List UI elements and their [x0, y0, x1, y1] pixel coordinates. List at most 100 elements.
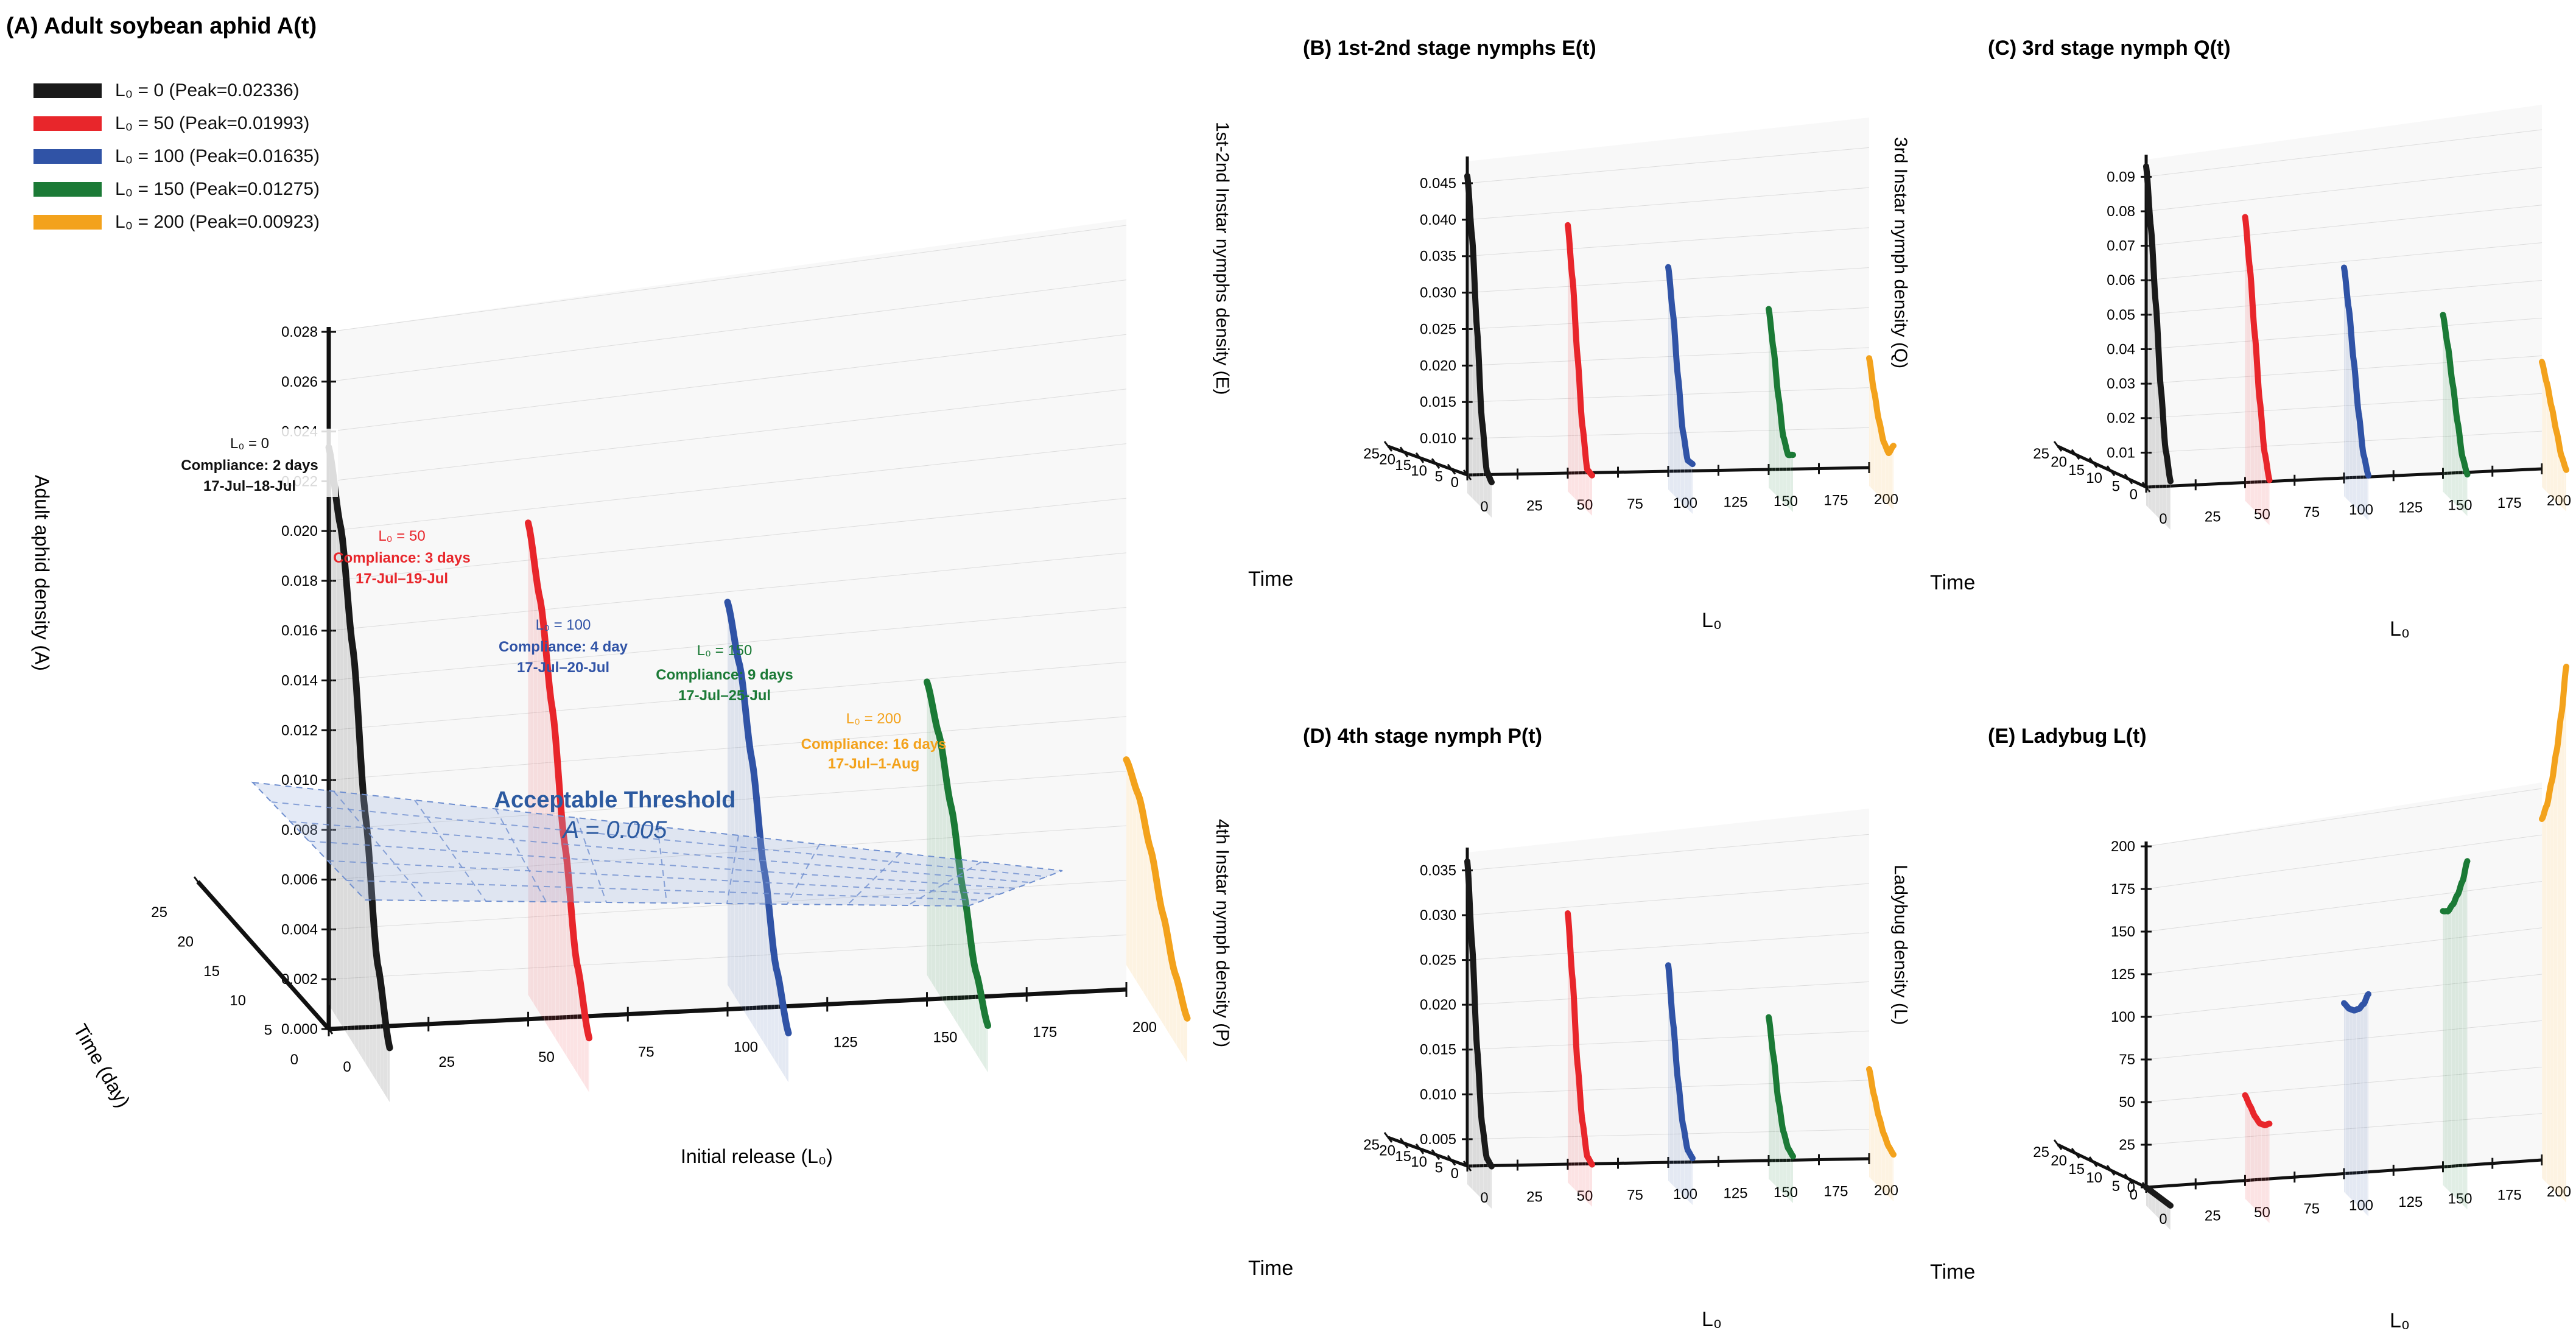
- z-tick-label: 0.028: [281, 324, 318, 340]
- panel-e-plot: 0255075100125150175200025507510012515017…: [2033, 664, 2571, 1230]
- t-tick-label: 20: [2051, 1153, 2067, 1169]
- legend-label: L₀ = 100 (Peak=0.01635): [115, 146, 320, 166]
- legend-swatch: [33, 149, 102, 164]
- z-tick-label: 0.016: [281, 623, 318, 639]
- t-tick-label: 15: [1395, 457, 1411, 474]
- z-tick-label: 75: [2119, 1052, 2135, 1068]
- series-line-l0-150: [1766, 1014, 1796, 1160]
- t-tick: [2053, 441, 2063, 452]
- grid-line: [328, 552, 1127, 631]
- series-curtain-hatch: [1769, 1017, 1793, 1203]
- grid-line: [1467, 147, 1870, 184]
- annotation-l0-150-compliance: Compliance: 9 days: [656, 667, 793, 683]
- series-line-l0-50: [2242, 214, 2273, 483]
- z-tick-label: 0.010: [1420, 430, 1456, 447]
- z-tick-label: 0.06: [2107, 272, 2135, 289]
- z-tick-label: 0.03: [2107, 376, 2135, 392]
- series-curtain-hatch: [2542, 667, 2566, 1203]
- x-tick-label: 0: [343, 1059, 351, 1075]
- z-tick-label: 50: [2119, 1094, 2135, 1111]
- t-tick: [193, 876, 203, 887]
- t-tick: [2088, 1156, 2098, 1167]
- annotation-l0-200-compliance: Compliance: 16 days: [801, 736, 947, 753]
- panel-a-title: (A) Adult soybean aphid A(t): [6, 13, 317, 39]
- t-tick-label: 10: [2086, 1170, 2102, 1186]
- t-tick-label: 5: [1435, 469, 1443, 485]
- z-tick-label: 0.045: [1420, 175, 1456, 192]
- z-tick-label: 0.04: [2107, 341, 2135, 357]
- z-tick-label: 0.008: [281, 822, 318, 838]
- panel-b-title: (B) 1st-2nd stage nymphs E(t): [1303, 37, 1596, 60]
- annotation-l0-50-dates: 17-Jul–19-Jul: [356, 571, 448, 587]
- threshold-grid-line: [576, 817, 607, 903]
- t-tick: [245, 935, 255, 946]
- grid-line: [1467, 227, 1870, 257]
- series-line-l0-0: [325, 444, 393, 1052]
- x-tick-label: 125: [834, 1034, 858, 1050]
- z-tick-label: 0.010: [1420, 1086, 1456, 1103]
- t-tick-label: 5: [2112, 479, 2120, 495]
- legend-swatch: [33, 83, 102, 98]
- x-tick-label: 175: [1033, 1024, 1057, 1041]
- z-tick-label: 0.05: [2107, 307, 2135, 323]
- t-tick-label: 15: [2068, 462, 2085, 479]
- z-tick-label: 0.005: [1420, 1131, 1456, 1148]
- series-line-l0-200: [2539, 664, 2569, 822]
- grid-line: [328, 225, 1127, 332]
- panel-d-xlabel: L₀: [1702, 1308, 1722, 1331]
- threshold-grid-line: [847, 852, 901, 905]
- t-axis: [2057, 1143, 2147, 1189]
- panel-b-xlabel: L₀: [1702, 609, 1722, 632]
- legend-swatch: [33, 182, 102, 197]
- x-tick-label: 25: [2205, 508, 2221, 525]
- threshold-grid-line: [495, 809, 547, 902]
- series-line-l0-200: [1123, 756, 1191, 1022]
- series-curtain-hatch: [2146, 1187, 2171, 1230]
- t-tick: [2053, 1139, 2063, 1150]
- x-tick-label: 175: [2497, 495, 2522, 511]
- legend-swatch: [33, 215, 102, 230]
- x-tick-label: 125: [2398, 499, 2423, 516]
- z-tick-label: 0: [2127, 1179, 2135, 1196]
- grid-line: [2146, 167, 2543, 212]
- t-tick: [324, 1024, 334, 1035]
- x-tick-label: 150: [933, 1029, 957, 1045]
- panel-c-plot: 0.01 0.02 0.03 0.04 0.05 0.06 0.07 0.08 0.09 0 25 5…: [2033, 105, 2571, 530]
- t-tick: [2071, 449, 2080, 460]
- t-tick-label: 25: [151, 904, 167, 921]
- t-axis: [2057, 444, 2147, 489]
- z-tick-label: 0.030: [1420, 285, 1456, 301]
- panel-d-tlabel: Time: [1248, 1257, 1293, 1280]
- threshold-title: Acceptable Threshold: [494, 787, 736, 813]
- t-tick-label: 10: [1411, 1154, 1427, 1170]
- z-tick-label: 0.026: [281, 374, 318, 390]
- annotation-l0-150-name: L₀ = 150: [697, 642, 753, 659]
- z-tick-label: 0.006: [281, 872, 318, 888]
- t-tick-label: 25: [1363, 446, 1380, 462]
- series-line-l0-100: [2341, 991, 2371, 1014]
- series-line-l0-200: [2539, 359, 2569, 473]
- t-tick: [2124, 473, 2133, 485]
- t-tick-label: 5: [1435, 1160, 1443, 1176]
- x-tick-label: 75: [638, 1044, 655, 1061]
- series-line-l0-0: [1464, 173, 1495, 485]
- t-tick-label: 10: [2086, 470, 2102, 487]
- annotation-l0-50-compliance: Compliance: 3 days: [333, 550, 470, 566]
- t-tick-label: 0: [2130, 487, 2138, 503]
- t-tick: [1399, 1137, 1409, 1149]
- t-tick: [2106, 1165, 2116, 1176]
- legend-label: L₀ = 150 (Peak=0.01275): [115, 179, 320, 199]
- panel-a-plot: 0.0000.0020.0040.0060.0080.0100.0120.014…: [151, 219, 1191, 1103]
- series-line-l0-150: [2440, 312, 2471, 478]
- x-tick-label: 175: [1823, 1184, 1848, 1200]
- panel-e-title: (E) Ladybug L(t): [1988, 725, 2147, 748]
- legend-swatch: [33, 116, 102, 131]
- t-tick-label: 5: [2112, 1178, 2120, 1195]
- series-curtain-hatch: [1568, 913, 1592, 1207]
- panel-e-xlabel: L₀: [2390, 1309, 2410, 1332]
- panel-c-title: (C) 3rd stage nymph Q(t): [1988, 37, 2231, 60]
- threshold-grid-line: [346, 879, 984, 901]
- t-axis: [196, 880, 331, 1031]
- grid-line: [2146, 129, 2543, 177]
- panel-a-zlabel: Adult aphid density (A): [31, 475, 53, 671]
